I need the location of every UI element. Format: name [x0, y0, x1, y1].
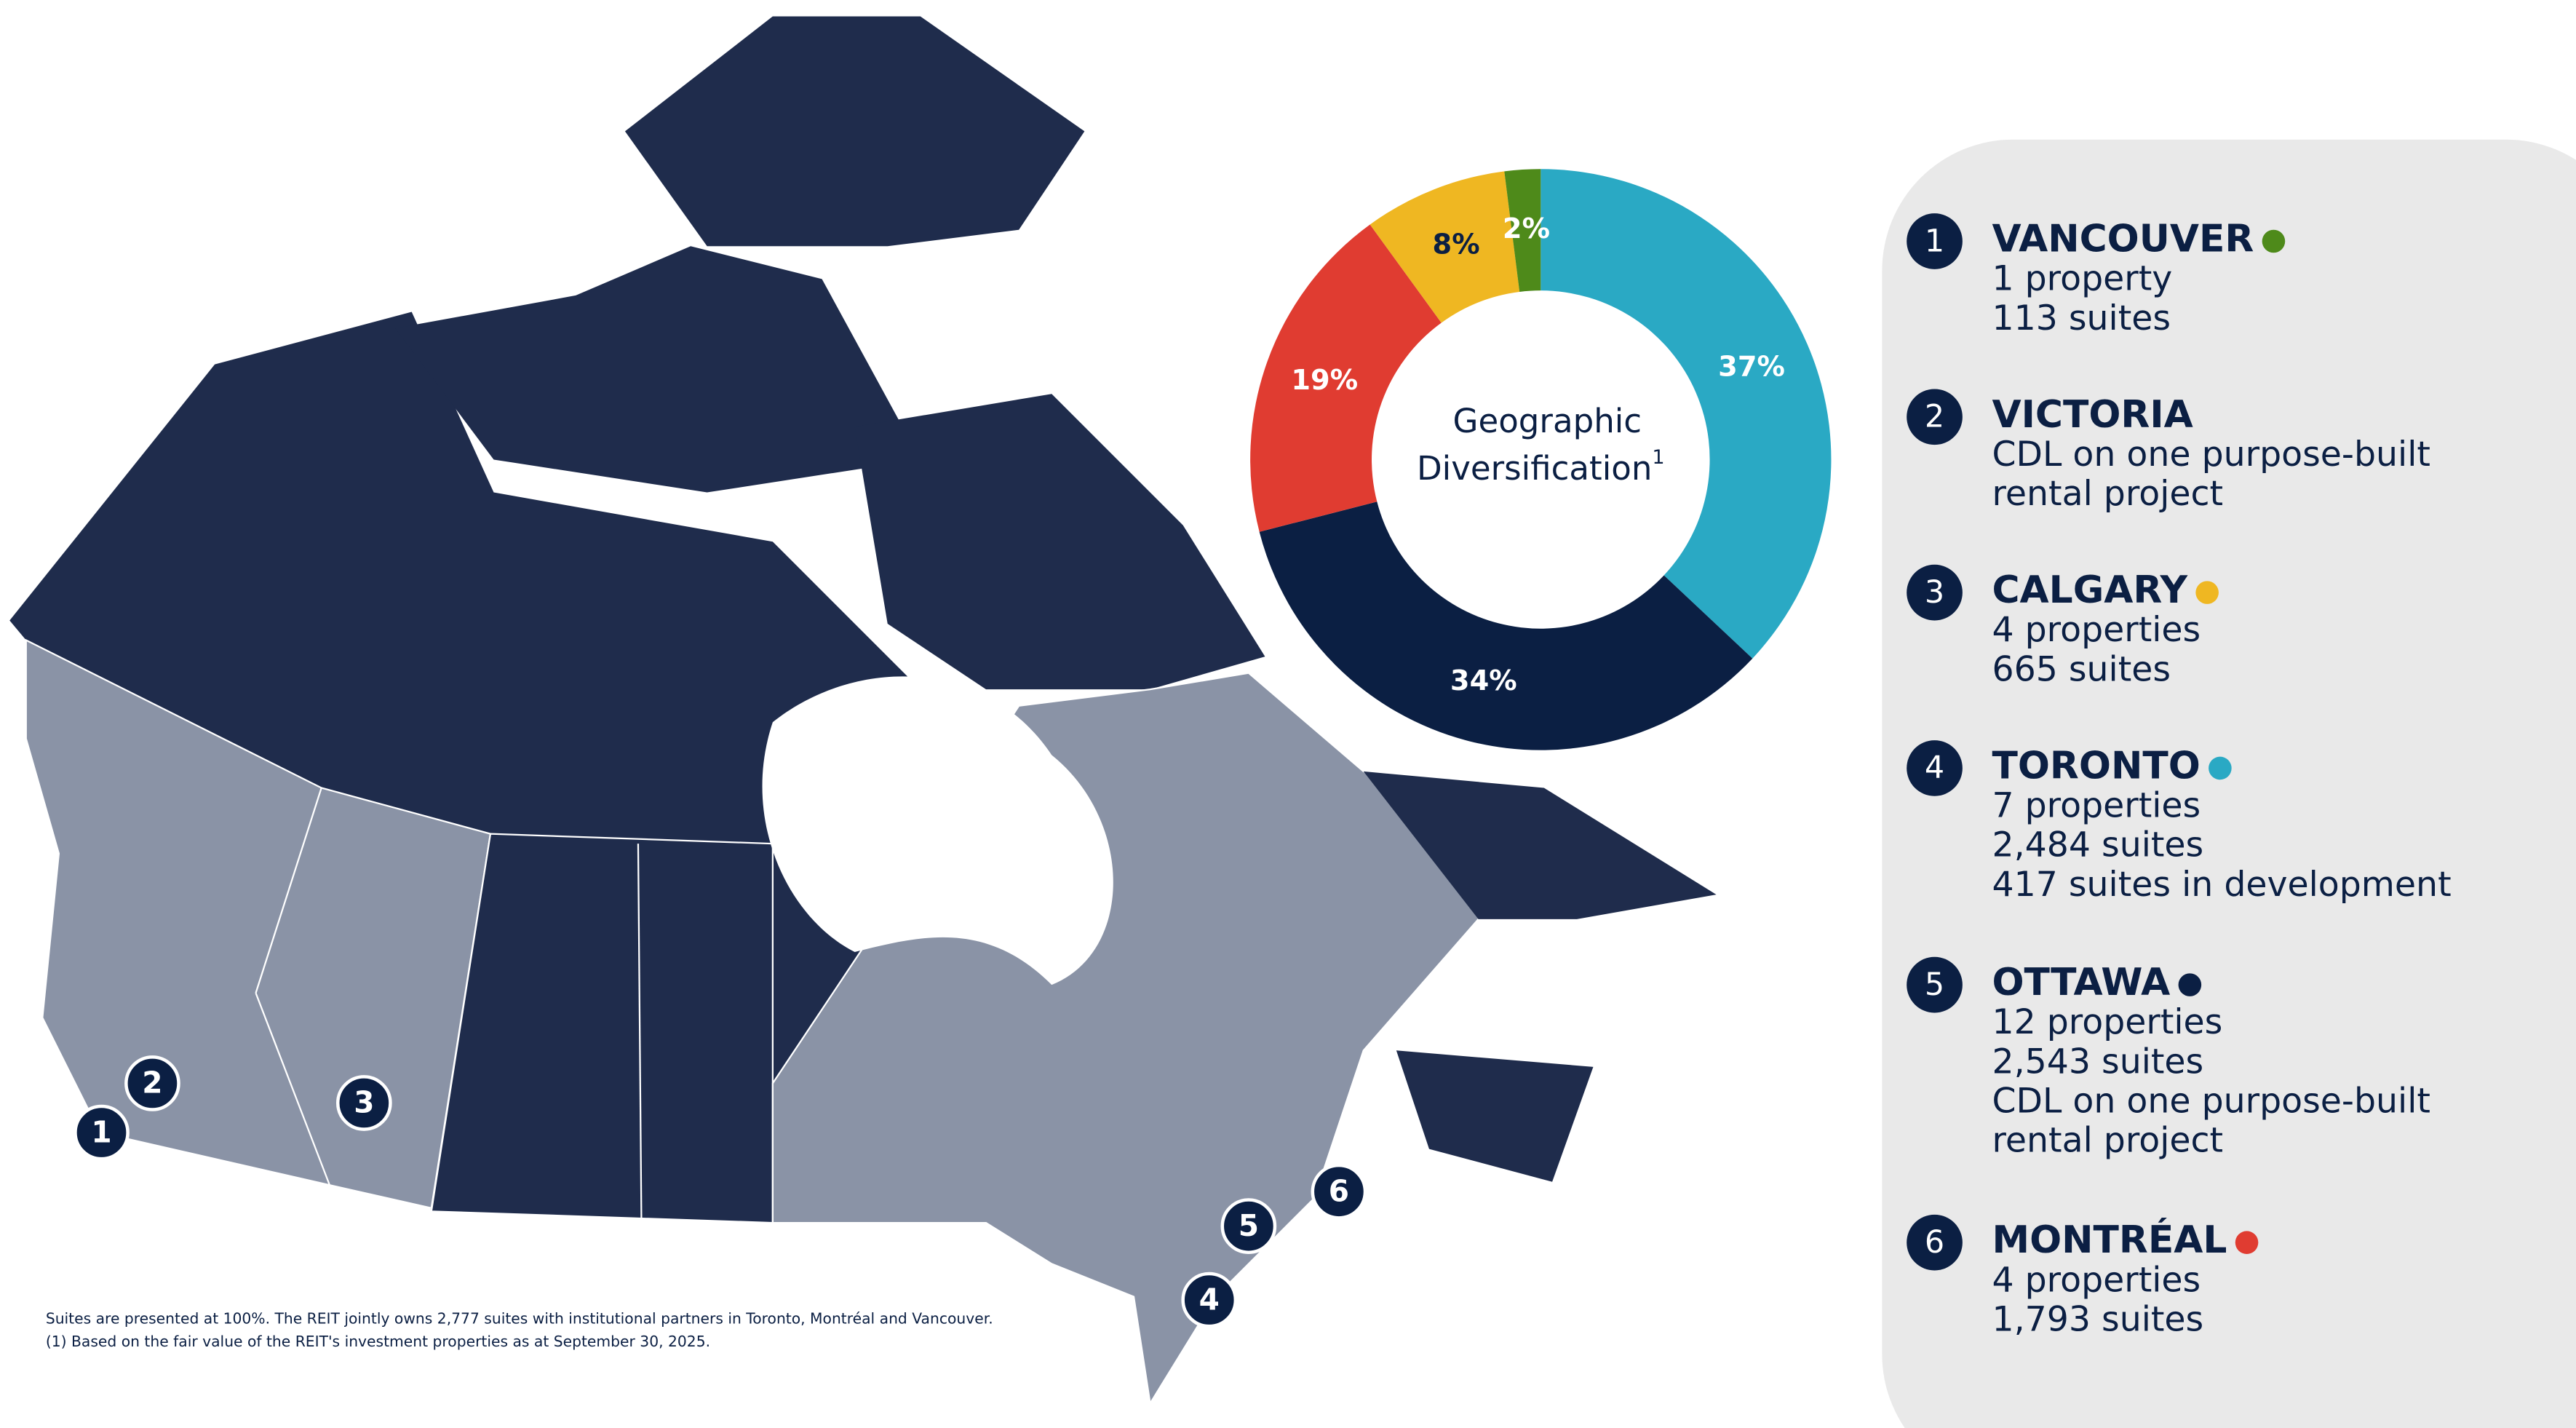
location-name: OTTAWA — [1992, 961, 2170, 1004]
footnote: Suites are presented at 100%. The REIT j… — [46, 1310, 993, 1328]
location-name: CALGARY — [1992, 568, 2188, 612]
map-marker — [73, 1104, 130, 1161]
donut-title: Geographic — [1453, 402, 1642, 440]
list-number: 6 — [1925, 1224, 1944, 1261]
location-name: VANCOUVER — [1992, 218, 2254, 261]
pie-slice — [1250, 224, 1442, 532]
list-number-circle — [1907, 213, 1963, 269]
slice-label: 2% — [1503, 213, 1550, 245]
location-name: VICTORIA — [1992, 393, 2193, 437]
map-islands — [395, 246, 921, 493]
map-newfoundland — [1396, 1050, 1594, 1182]
location-detail: 12 properties — [1992, 1002, 2222, 1042]
list-number-circle — [1907, 956, 1963, 1013]
location-detail: rental project — [1992, 1121, 2223, 1161]
list-number: 5 — [1925, 967, 1944, 1003]
donut-title-note: 1 — [1652, 446, 1664, 469]
location-detail: 417 suites in development — [1992, 865, 2451, 905]
donut-title-line: Diversification — [1417, 449, 1652, 488]
map-marker-number: 5 — [1239, 1208, 1259, 1243]
map-marker-number: 2 — [142, 1066, 162, 1100]
map — [9, 16, 1717, 1406]
donut-title: Diversification1 — [1417, 446, 1665, 488]
map-marker-number: 6 — [1329, 1174, 1349, 1209]
location-detail: 113 suites — [1992, 298, 2171, 338]
list-number-circle — [1907, 389, 1963, 445]
location-name: TORONTO — [1992, 744, 2200, 788]
list-number: 3 — [1925, 574, 1944, 611]
location-detail: CDL on one purpose-built — [1992, 435, 2430, 475]
location-detail: 4 properties — [1992, 1260, 2201, 1300]
map-marker — [1220, 1198, 1277, 1254]
pie-slice — [1370, 171, 1520, 323]
border — [255, 788, 322, 993]
map-marker — [1181, 1272, 1238, 1328]
pie-slice — [1504, 169, 1541, 292]
legend-dot — [2235, 1231, 2259, 1254]
border — [637, 844, 643, 1223]
slice-label: 8% — [1433, 228, 1480, 261]
border — [255, 992, 331, 1186]
location-detail: rental project — [1992, 474, 2223, 514]
location-panel — [1882, 139, 2576, 1428]
slice-label: 34% — [1450, 665, 1517, 697]
location-detail: CDL on one purpose-built — [1992, 1081, 2430, 1121]
location-detail: 4 properties — [1992, 610, 2201, 650]
location-detail: 1 property — [1992, 259, 2172, 299]
map-marker-number: 1 — [91, 1114, 111, 1149]
location-detail: 2,543 suites — [1992, 1042, 2203, 1082]
list-number-circle — [1907, 740, 1963, 796]
map-marker-number: 3 — [354, 1085, 374, 1120]
slice-label: 19% — [1291, 364, 1358, 397]
legend-dot — [2209, 756, 2232, 780]
legend-dot — [2178, 973, 2202, 996]
location-name: MONTRÉAL — [1992, 1218, 2227, 1262]
location-detail: 7 properties — [1992, 786, 2201, 826]
footnote: (1) Based on the fair value of the REIT'… — [46, 1333, 710, 1350]
list-number: 1 — [1925, 223, 1944, 259]
slice-label: 37% — [1718, 351, 1785, 384]
map-marker — [1311, 1163, 1367, 1220]
list-number-circle — [1907, 564, 1963, 621]
map-marker — [124, 1055, 180, 1111]
list-number-circle — [1907, 1214, 1963, 1271]
map-atlantic — [1363, 771, 1717, 919]
map-baffin — [854, 394, 1265, 690]
location-detail: 1,793 suites — [1992, 1299, 2203, 1339]
list-number: 2 — [1925, 399, 1944, 435]
map-marker — [335, 1075, 392, 1131]
map-hudson-bay — [762, 676, 1113, 985]
pie-slice — [1541, 169, 1832, 659]
map-islands — [624, 16, 1085, 247]
pie-slice — [1259, 501, 1753, 750]
map-marker-number: 4 — [1199, 1282, 1220, 1317]
legend-dot — [2195, 581, 2219, 604]
legend-dot — [2262, 229, 2286, 253]
location-detail: 665 suites — [1992, 649, 2171, 689]
map-prairies — [430, 833, 774, 1224]
list-number: 4 — [1925, 750, 1944, 786]
location-detail: 2,484 suites — [1992, 825, 2203, 865]
